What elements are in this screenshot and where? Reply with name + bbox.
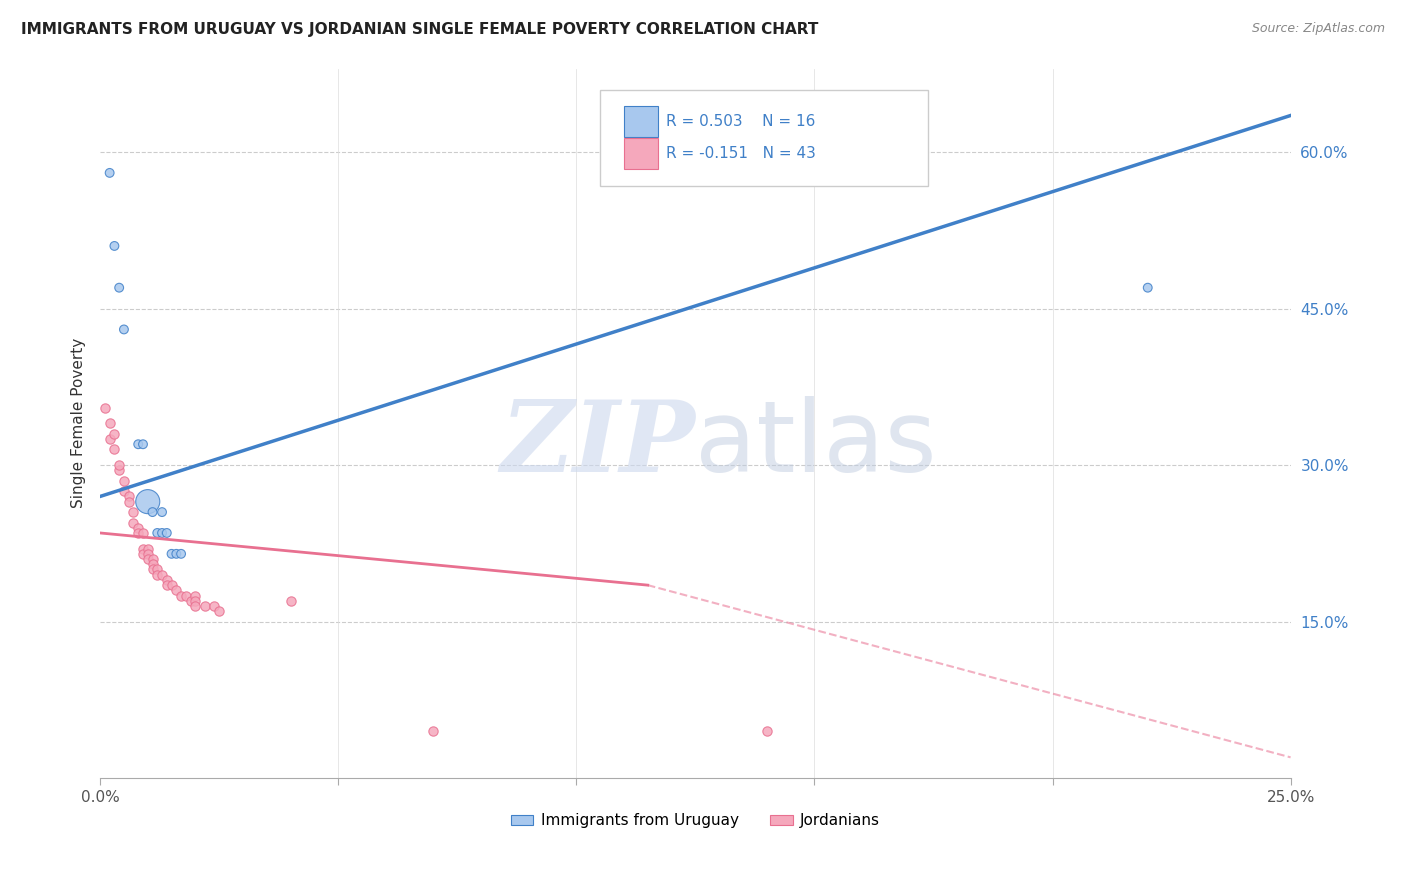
Point: [180, 594, 202, 608]
Point: [103, 442, 125, 457]
Point: [146, 567, 169, 582]
Point: [165, 547, 187, 561]
FancyBboxPatch shape: [624, 138, 658, 169]
Point: [122, 516, 145, 530]
Point: [108, 463, 131, 477]
Point: [122, 505, 145, 519]
Point: [132, 525, 155, 540]
Point: [118, 494, 141, 508]
Legend: Immigrants from Uruguay, Jordanians: Immigrants from Uruguay, Jordanians: [505, 807, 886, 834]
Point: [141, 562, 163, 576]
Text: Source: ZipAtlas.com: Source: ZipAtlas.com: [1251, 22, 1385, 36]
FancyBboxPatch shape: [600, 90, 928, 186]
Text: IMMIGRANTS FROM URUGUAY VS JORDANIAN SINGLE FEMALE POVERTY CORRELATION CHART: IMMIGRANTS FROM URUGUAY VS JORDANIAN SIN…: [21, 22, 818, 37]
Point: [141, 558, 163, 572]
Point: [132, 541, 155, 556]
Point: [132, 437, 155, 451]
Point: [280, 594, 302, 608]
Point: [194, 599, 217, 613]
Point: [184, 589, 207, 603]
Point: [141, 552, 163, 566]
Point: [150, 525, 173, 540]
Point: [103, 426, 125, 441]
Point: [127, 525, 149, 540]
Point: [208, 604, 231, 618]
Point: [422, 724, 444, 739]
Point: [156, 525, 179, 540]
Point: [108, 281, 131, 295]
Text: R = 0.503    N = 16: R = 0.503 N = 16: [665, 114, 815, 129]
Point: [127, 437, 149, 451]
Point: [755, 724, 778, 739]
Point: [202, 599, 225, 613]
Text: R = -0.151   N = 43: R = -0.151 N = 43: [665, 146, 815, 161]
Point: [170, 547, 193, 561]
Point: [136, 552, 159, 566]
Point: [184, 599, 207, 613]
Point: [150, 567, 173, 582]
Point: [156, 578, 179, 592]
Text: atlas: atlas: [696, 396, 936, 493]
Point: [165, 583, 187, 598]
Point: [118, 490, 141, 504]
Point: [146, 525, 169, 540]
Point: [170, 589, 193, 603]
Point: [150, 505, 173, 519]
Point: [136, 547, 159, 561]
Point: [160, 578, 183, 592]
Point: [112, 322, 135, 336]
FancyBboxPatch shape: [624, 106, 658, 137]
Point: [94, 401, 117, 415]
Point: [160, 547, 183, 561]
Point: [174, 589, 197, 603]
Point: [132, 547, 155, 561]
Point: [112, 484, 135, 499]
Point: [108, 458, 131, 472]
Point: [141, 505, 163, 519]
Y-axis label: Single Female Poverty: Single Female Poverty: [72, 338, 86, 508]
Point: [112, 474, 135, 488]
Point: [103, 239, 125, 253]
Point: [98, 432, 121, 446]
Point: [184, 594, 207, 608]
Point: [98, 417, 121, 431]
Point: [136, 541, 159, 556]
Text: ZIP: ZIP: [501, 396, 696, 493]
Point: [98, 166, 121, 180]
Point: [127, 521, 149, 535]
Point: [136, 494, 159, 508]
Point: [146, 562, 169, 576]
Point: [1136, 281, 1159, 295]
Point: [156, 573, 179, 587]
